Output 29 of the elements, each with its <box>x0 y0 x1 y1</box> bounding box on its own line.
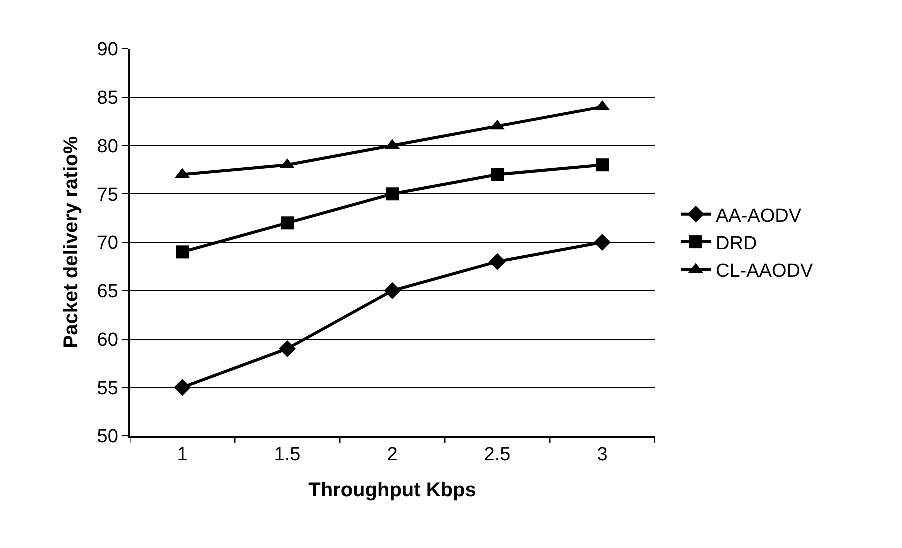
y-tick-label: 80 <box>97 136 118 158</box>
point <box>174 379 191 396</box>
point <box>384 282 401 300</box>
point <box>176 246 189 259</box>
point <box>491 168 504 182</box>
point <box>281 216 294 230</box>
legend-label: AA-AODV <box>716 206 802 227</box>
point <box>279 340 296 358</box>
y-tick-label: 75 <box>97 184 118 206</box>
x-tick-label: 1.5 <box>274 444 301 466</box>
legend-label: CL-AAODV <box>716 261 814 282</box>
y-tick-label: 85 <box>97 88 118 110</box>
x-tick-label: 2 <box>387 444 398 466</box>
point <box>594 234 611 251</box>
point <box>386 188 399 201</box>
y-axis-title: Packet delivery ratio% <box>60 136 82 349</box>
y-tick-label: 55 <box>97 378 118 400</box>
x-axis-title: Throughput Kbps <box>308 480 476 502</box>
point <box>596 158 609 172</box>
point <box>489 253 506 270</box>
x-tick-label: 1 <box>177 444 188 466</box>
x-tick-label: 3 <box>597 444 608 466</box>
y-tick-label: 60 <box>97 330 118 351</box>
legend-label: DRD <box>716 233 758 254</box>
y-tick-label: 70 <box>97 233 118 254</box>
y-tick-label: 50 <box>97 426 118 448</box>
x-tick-label: 2.5 <box>484 444 511 466</box>
y-tick-label: 65 <box>97 282 118 303</box>
y-tick-label: 90 <box>97 40 118 61</box>
